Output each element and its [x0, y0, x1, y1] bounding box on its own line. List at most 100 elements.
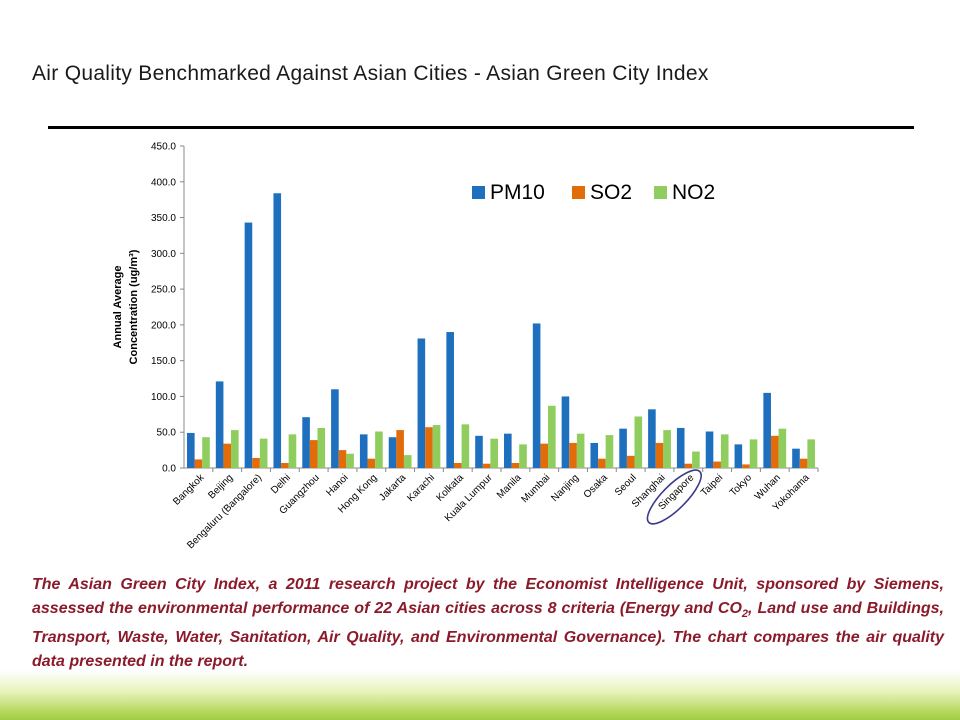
- bar-no2: [288, 434, 297, 468]
- bar-so2: [655, 442, 664, 468]
- caption-paragraph: The Asian Green City Index, a 2011 resea…: [32, 573, 944, 674]
- bar-so2: [453, 462, 462, 468]
- legend-label-no2: NO2: [672, 181, 715, 204]
- bar-so2: [770, 435, 779, 468]
- bar-no2: [663, 430, 671, 468]
- chart-bars: [187, 193, 815, 468]
- bar-so2: [626, 455, 635, 468]
- bar-pm10: [705, 431, 714, 468]
- bar-so2: [598, 458, 606, 468]
- bar-so2: [252, 457, 260, 468]
- bar-pm10: [446, 332, 454, 468]
- bar-no2: [605, 435, 614, 468]
- bar-pm10: [619, 428, 627, 468]
- bar-so2: [367, 458, 376, 468]
- bar-pm10: [187, 432, 195, 468]
- x-tick-label: Delhi: [269, 472, 293, 496]
- title-divider: [48, 126, 914, 129]
- bar-so2: [194, 459, 203, 468]
- x-tick-label: Seoul: [613, 472, 639, 498]
- y-axis-ticks: 0.0 50.0 100.0 150.0 200.0 250.0 300.0 350.0 400…: [151, 142, 184, 475]
- bar-no2: [519, 444, 527, 468]
- bar-no2: [778, 428, 787, 468]
- bar-so2: [799, 458, 808, 468]
- bar-so2: [396, 430, 404, 468]
- bar-no2: [346, 453, 354, 468]
- x-tick-label: Osaka: [582, 472, 611, 501]
- bar-pm10: [273, 193, 282, 468]
- bar-pm10: [792, 448, 800, 468]
- y-tick-label: 250.0: [151, 285, 176, 296]
- y-tick-label: 100.0: [151, 392, 176, 403]
- x-tick-label: Karachi: [405, 472, 437, 504]
- bar-so2: [684, 463, 693, 468]
- caption-text-1: The Asian Green City Index, a 2011 resea…: [32, 576, 944, 617]
- bar-pm10: [302, 417, 310, 468]
- bar-pm10: [561, 396, 570, 468]
- y-tick-label: 400.0: [151, 177, 176, 188]
- bar-pm10: [676, 427, 685, 468]
- bar-pm10: [532, 323, 541, 468]
- bar-no2: [461, 424, 470, 468]
- bar-no2: [576, 433, 585, 468]
- bar-no2: [259, 438, 268, 468]
- bar-no2: [692, 451, 700, 468]
- bar-so2: [511, 462, 520, 468]
- bar-no2: [432, 425, 441, 468]
- x-tick-label: Taipei: [699, 472, 725, 498]
- bar-so2: [569, 442, 577, 468]
- x-tick-label: Hanoi: [324, 472, 350, 498]
- y-axis-title-line1: Annual Average: [112, 266, 124, 349]
- bar-pm10: [331, 389, 339, 468]
- singapore-highlight-ellipse: [646, 469, 702, 525]
- bar-pm10: [417, 338, 426, 468]
- bar-pm10: [648, 409, 656, 468]
- bar-so2: [281, 462, 289, 468]
- x-tick-label: Jakarta: [377, 472, 408, 503]
- legend-swatch-so2: [572, 186, 585, 199]
- legend-label-so2: SO2: [590, 181, 632, 204]
- legend-label-pm10: PM10: [490, 181, 545, 204]
- slide-title: Air Quality Benchmarked Against Asian Ci…: [32, 62, 709, 85]
- bar-no2: [807, 439, 815, 468]
- x-tick-label: Tokyo: [728, 472, 755, 499]
- y-tick-label: 350.0: [151, 213, 176, 224]
- bar-pm10: [388, 437, 397, 468]
- bar-pm10: [359, 434, 368, 468]
- bar-no2: [634, 416, 643, 468]
- legend-swatch-no2: [654, 186, 667, 199]
- bar-pm10: [734, 444, 743, 468]
- caption-subscript: 2: [741, 608, 749, 621]
- bar-no2: [202, 437, 210, 468]
- y-tick-label: 150.0: [151, 356, 176, 367]
- x-tick-label: Bangkok: [171, 472, 207, 508]
- bar-pm10: [244, 222, 253, 468]
- y-tick-label: 450.0: [151, 142, 176, 153]
- bar-pm10: [215, 381, 224, 468]
- bar-no2: [548, 405, 556, 468]
- footer-gradient-band: [0, 670, 960, 720]
- bar-no2: [490, 438, 498, 468]
- bar-so2: [713, 461, 721, 468]
- bar-so2: [540, 443, 549, 468]
- bar-pm10: [475, 435, 483, 468]
- bar-pm10: [590, 442, 599, 468]
- y-tick-label: 0.0: [162, 464, 176, 475]
- x-tick-label: Mumbai: [519, 472, 552, 505]
- y-axis-title-line2: Concentration (ug/m³): [128, 249, 140, 364]
- bar-no2: [231, 430, 239, 468]
- y-tick-label: 50.0: [157, 428, 177, 439]
- bar-no2: [317, 427, 326, 468]
- bar-no2: [749, 439, 758, 468]
- x-tick-label: Nanjing: [549, 472, 581, 504]
- bar-so2: [742, 464, 750, 468]
- bar-pm10: [763, 392, 771, 468]
- legend-swatch-pm10: [472, 186, 485, 199]
- y-tick-label: 300.0: [151, 249, 176, 260]
- bar-so2: [309, 440, 318, 468]
- bar-no2: [403, 455, 412, 468]
- chart-legend: PM10 SO2 NO2: [472, 181, 715, 204]
- caption-text-2: , Land use and Buildings, Transport, Was…: [32, 600, 945, 671]
- bar-pm10: [504, 433, 512, 468]
